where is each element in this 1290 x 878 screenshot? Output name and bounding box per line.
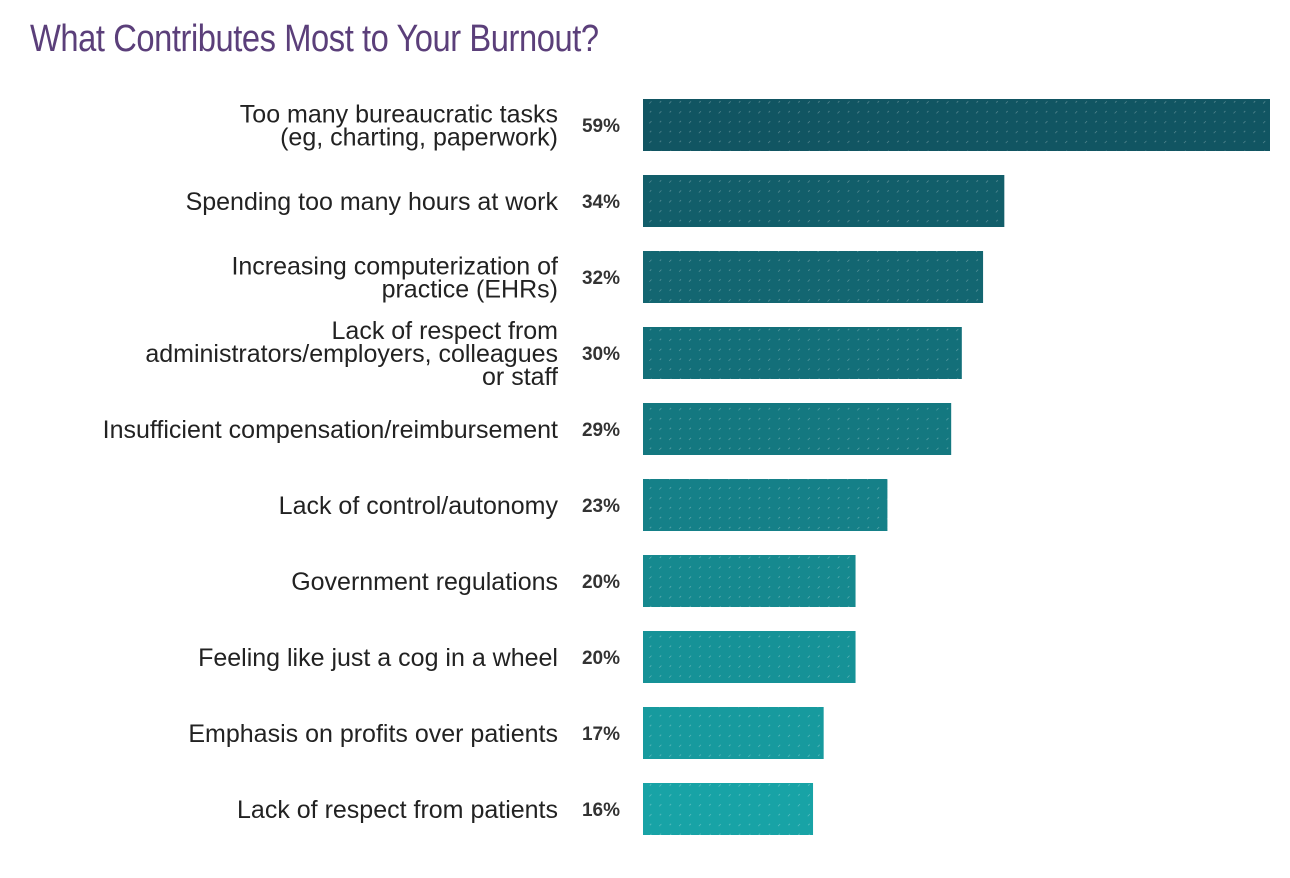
category-label: Feeling like just a cog in a wheel	[198, 644, 558, 672]
value-label: 30%	[582, 344, 620, 365]
bars-layer	[643, 99, 1270, 835]
bar-group	[643, 403, 952, 455]
value-label: 23%	[582, 496, 620, 517]
value-label: 32%	[582, 268, 620, 289]
bar-texture	[643, 99, 1270, 151]
bar-texture	[643, 555, 856, 607]
bar-texture	[643, 707, 824, 759]
bar-texture	[643, 479, 888, 531]
bar-group	[643, 707, 824, 759]
chart-title: What Contributes Most to Your Burnout?	[30, 18, 599, 60]
category-label: Spending too many hours at work	[186, 188, 559, 216]
category-label: Lack of respect from patients	[237, 796, 558, 824]
value-label: 17%	[582, 724, 620, 745]
category-label: Government regulations	[291, 568, 558, 596]
bar-group	[643, 555, 856, 607]
bar-group	[643, 175, 1005, 227]
bar-texture	[643, 175, 1005, 227]
category-label: Insufficient compensation/reimbursement	[103, 416, 558, 444]
value-label: 34%	[582, 192, 620, 213]
category-label: Lack of respect from administrators/emplo…	[145, 317, 558, 391]
bar-group	[643, 251, 984, 303]
bar-texture	[643, 631, 856, 683]
bar-group	[643, 327, 962, 379]
bar-texture	[643, 327, 962, 379]
bar-texture	[643, 251, 984, 303]
value-label: 20%	[582, 648, 620, 669]
category-label: Increasing computerization of practice (E…	[231, 253, 558, 304]
bar-texture	[643, 783, 814, 835]
bar-group	[643, 99, 1270, 151]
category-label: Too many bureaucratic tasks (eg, charting…	[240, 101, 558, 152]
category-label: Lack of control/autonomy	[279, 492, 559, 520]
category-labels-layer: Too many bureaucratic tasks (eg, charting…	[103, 101, 559, 825]
bar-group	[643, 783, 814, 835]
bar-group	[643, 631, 856, 683]
value-label: 59%	[582, 116, 620, 137]
category-label: Emphasis on profits over patients	[188, 720, 558, 748]
value-label: 29%	[582, 420, 620, 441]
value-label: 20%	[582, 572, 620, 593]
bar-group	[643, 479, 888, 531]
value-label: 16%	[582, 800, 620, 821]
bar-texture	[643, 403, 952, 455]
value-labels-layer: 59% 34% 32% 30% 29% 23% 20% 20% 17% 16%	[582, 116, 620, 821]
